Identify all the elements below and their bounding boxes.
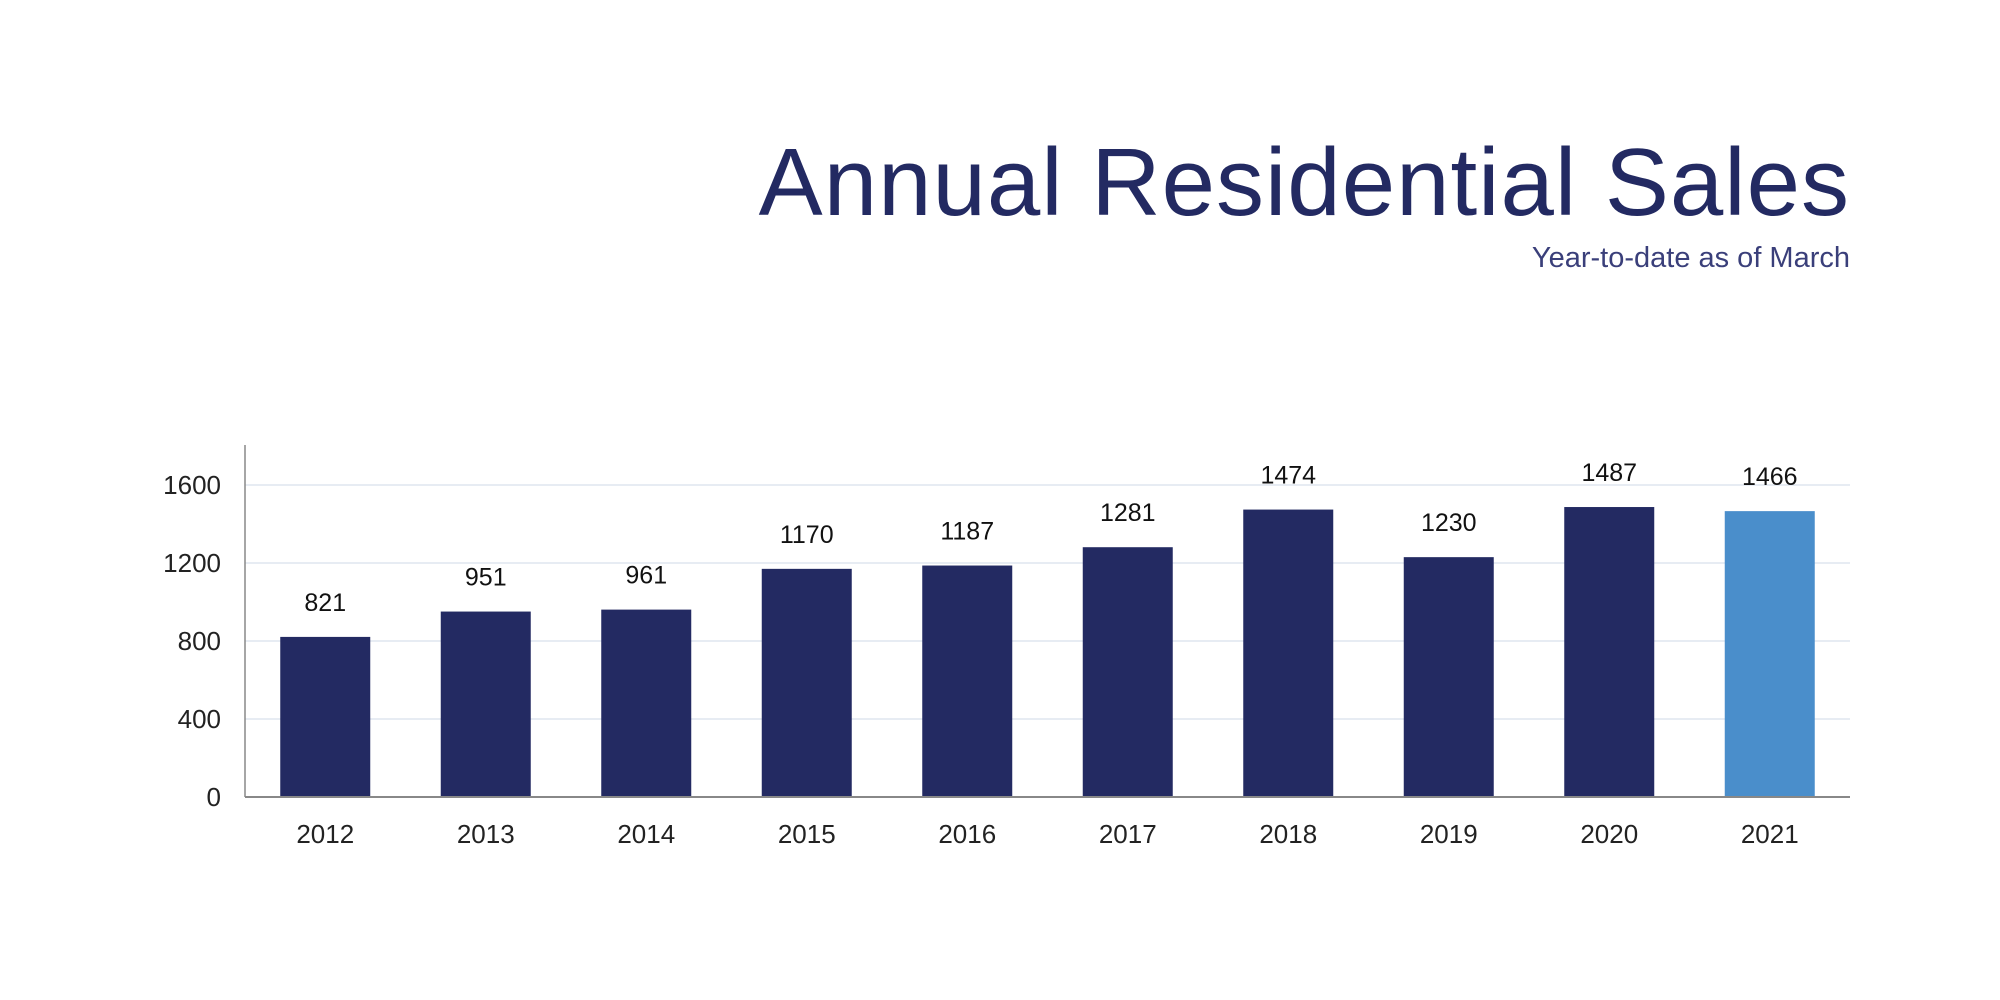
x-tick-label: 2014: [617, 819, 675, 849]
bar-2015: [761, 568, 852, 797]
x-tick-label: 2012: [296, 819, 354, 849]
y-tick-label: 1200: [163, 548, 221, 578]
bar-2014: [601, 609, 692, 797]
data-label: 1170: [780, 521, 834, 549]
data-label: 1281: [1100, 499, 1156, 527]
bar-2017: [1082, 547, 1173, 797]
x-tick-label: 2016: [938, 819, 996, 849]
data-label: 1487: [1581, 459, 1637, 487]
x-tick-label: 2019: [1420, 819, 1478, 849]
data-label: 1466: [1742, 463, 1798, 491]
bar-2018: [1243, 509, 1334, 797]
bar-2020: [1564, 507, 1655, 797]
bar-2019: [1403, 557, 1494, 797]
x-tick-label: 2015: [778, 819, 836, 849]
y-tick-label: 400: [178, 704, 221, 734]
data-label: 1474: [1260, 462, 1316, 490]
y-tick-label: 0: [207, 782, 221, 812]
bar-2016: [922, 565, 1013, 797]
data-label: 1187: [940, 518, 994, 546]
x-tick-label: 2021: [1741, 819, 1799, 849]
data-label: 951: [465, 564, 507, 592]
x-tick-label: 2018: [1259, 819, 1317, 849]
data-label: 961: [625, 562, 667, 590]
y-tick-label: 800: [178, 626, 221, 656]
y-tick-label: 1600: [163, 470, 221, 500]
data-label: 821: [304, 589, 346, 617]
x-tick-label: 2017: [1099, 819, 1157, 849]
x-tick-label: 2020: [1580, 819, 1638, 849]
chart-subtitle: Year-to-date as of March: [1531, 242, 1850, 274]
bar-2021: [1724, 511, 1815, 797]
data-label: 1230: [1421, 509, 1477, 537]
x-tick-label: 2013: [457, 819, 515, 849]
chart-title: Annual Residential Sales: [758, 129, 1850, 236]
bar-2013: [440, 611, 531, 797]
bar-2012: [280, 636, 371, 797]
